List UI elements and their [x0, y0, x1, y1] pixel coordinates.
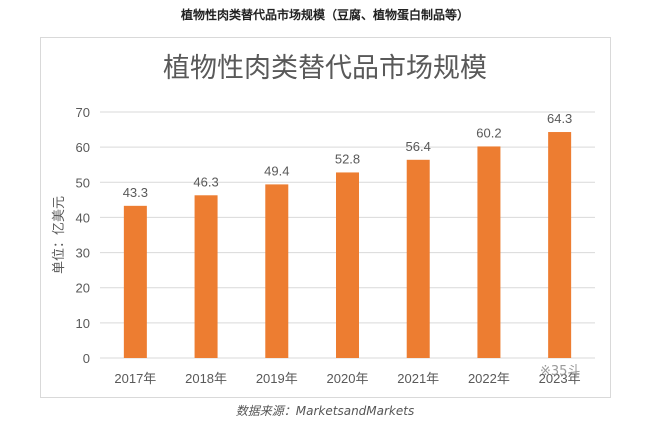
y-tick-label: 30	[76, 246, 90, 261]
bar-2019年	[265, 184, 289, 358]
y-tick-label: 60	[76, 140, 90, 155]
data-label: 64.3	[547, 111, 572, 126]
x-tick-label: 2021年	[397, 371, 439, 386]
data-label: 52.8	[335, 151, 360, 166]
y-axis-label: 单位：亿美元	[51, 196, 66, 274]
x-tick-label: 2020年	[327, 371, 369, 386]
x-tick-label: 2017年	[114, 371, 156, 386]
data-label: 60.2	[476, 125, 501, 140]
source-note: 数据来源：MarketsandMarkets	[235, 404, 415, 418]
bar-2017年	[123, 205, 147, 358]
y-tick-label: 40	[76, 210, 90, 225]
y-tick-label: 0	[83, 351, 90, 366]
data-label: 56.4	[406, 139, 431, 154]
x-tick-label: 2019年	[256, 371, 298, 386]
data-label: 46.3	[193, 174, 218, 189]
page-caption: 植物性肉类替代品市场规模（豆腐、植物蛋白制品等）	[180, 8, 469, 22]
watermark: ※35斗	[540, 364, 581, 379]
y-tick-label: 10	[76, 316, 90, 331]
bar-2021年	[406, 159, 430, 358]
bar-2022年	[477, 146, 501, 358]
y-tick-label: 70	[76, 105, 90, 120]
bar-2023年	[548, 132, 572, 358]
chart-title: 植物性肉类替代品市场规模	[163, 53, 487, 84]
x-tick-label: 2018年	[185, 371, 227, 386]
y-tick-label: 50	[76, 175, 90, 190]
bar-2018年	[194, 195, 218, 358]
x-tick-label: 2022年	[468, 371, 510, 386]
y-tick-label: 20	[76, 281, 90, 296]
data-label: 49.4	[264, 163, 289, 178]
data-label: 43.3	[123, 185, 148, 200]
x-tick-label: 2023年	[539, 371, 581, 386]
bar-2020年	[336, 172, 359, 358]
